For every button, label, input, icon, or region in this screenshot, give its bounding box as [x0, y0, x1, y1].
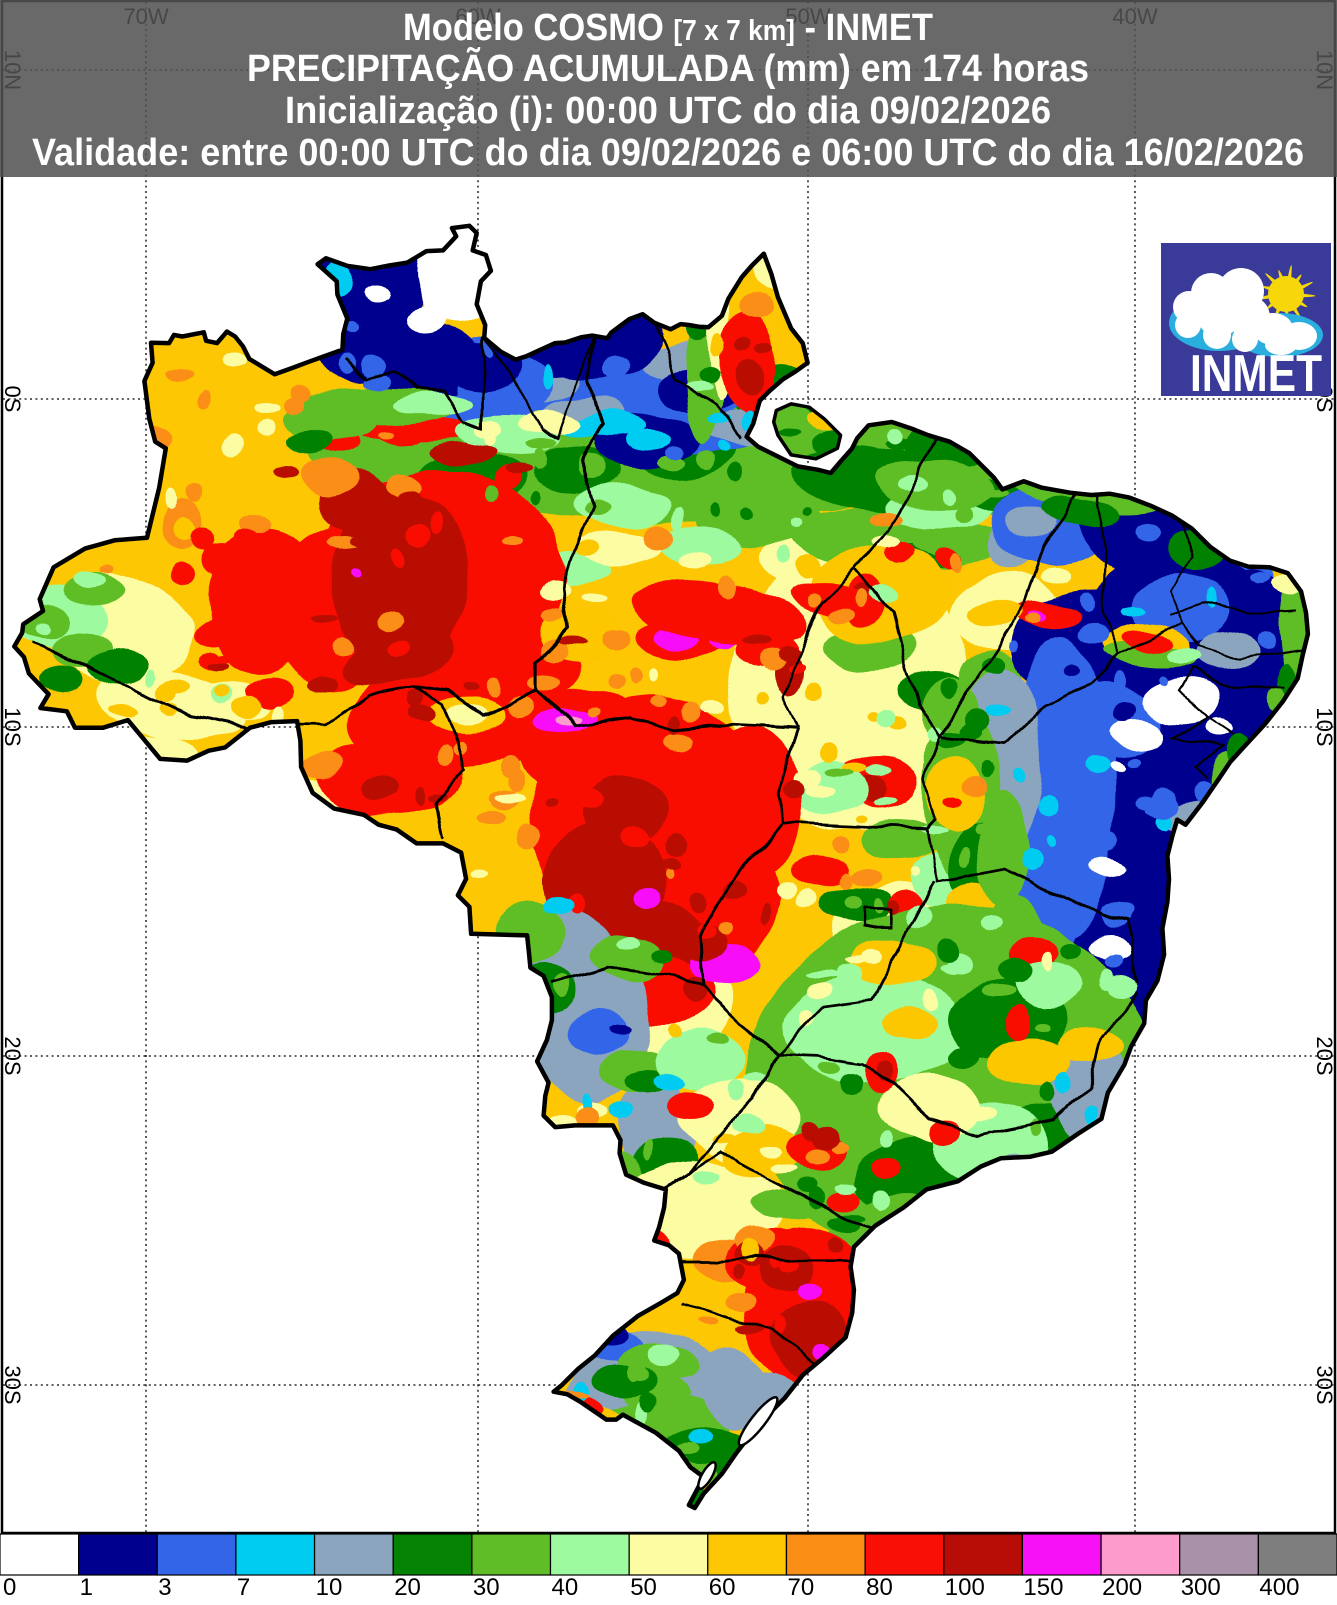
svg-text:80: 80 [866, 1574, 893, 1600]
svg-text:150: 150 [1023, 1574, 1063, 1600]
svg-text:0S: 0S [0, 386, 25, 413]
svg-text:30S: 30S [1312, 1365, 1337, 1404]
svg-text:Inicialização (i): 00:00 UTC d: Inicialização (i): 00:00 UTC do dia 09/0… [285, 90, 1051, 132]
svg-text:30S: 30S [0, 1365, 25, 1404]
svg-text:40: 40 [552, 1574, 579, 1600]
svg-text:1: 1 [80, 1574, 93, 1600]
svg-text:Validade: entre 00:00 UTC do d: Validade: entre 00:00 UTC do dia 09/02/2… [32, 132, 1304, 174]
svg-text:Modelo COSMO [7 x 7 km] - INME: Modelo COSMO [7 x 7 km] - INMET [403, 7, 933, 49]
svg-text:3: 3 [158, 1574, 171, 1600]
svg-text:300: 300 [1181, 1574, 1221, 1600]
svg-text:30: 30 [473, 1574, 500, 1600]
svg-text:10S: 10S [1312, 707, 1337, 746]
svg-text:200: 200 [1102, 1574, 1142, 1600]
svg-text:INMET: INMET [1190, 345, 1322, 403]
svg-text:70: 70 [788, 1574, 815, 1600]
svg-text:400: 400 [1259, 1574, 1299, 1600]
svg-text:PRECIPITAÇÃO ACUMULADA (mm) em: PRECIPITAÇÃO ACUMULADA (mm) em 174 horas [247, 46, 1089, 90]
svg-text:100: 100 [945, 1574, 985, 1600]
svg-text:0: 0 [3, 1574, 16, 1600]
svg-text:10S: 10S [0, 707, 25, 746]
svg-text:20: 20 [394, 1574, 421, 1600]
svg-text:10: 10 [316, 1574, 343, 1600]
svg-text:50: 50 [630, 1574, 657, 1600]
svg-text:7: 7 [237, 1574, 250, 1600]
svg-text:20S: 20S [0, 1036, 25, 1075]
svg-text:60: 60 [709, 1574, 736, 1600]
svg-text:20S: 20S [1312, 1036, 1337, 1075]
